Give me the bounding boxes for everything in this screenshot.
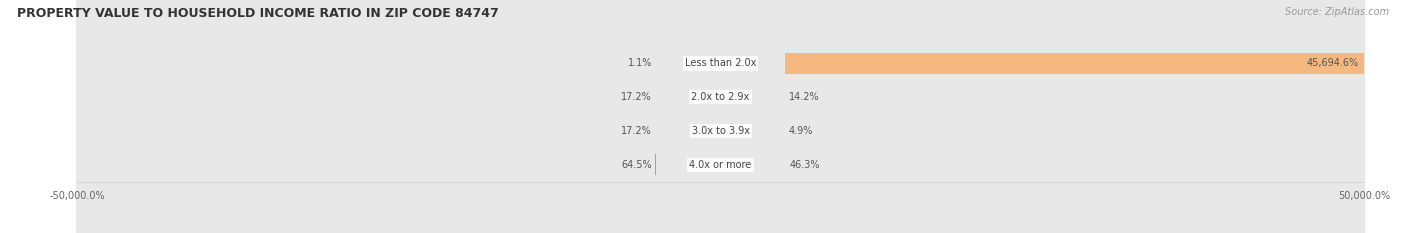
Text: 17.2%: 17.2%: [621, 92, 652, 102]
Text: Less than 2.0x: Less than 2.0x: [685, 58, 756, 69]
Text: 4.0x or more: 4.0x or more: [689, 160, 752, 170]
Text: 1.1%: 1.1%: [628, 58, 652, 69]
Text: 64.5%: 64.5%: [621, 160, 651, 170]
Text: Source: ZipAtlas.com: Source: ZipAtlas.com: [1285, 7, 1389, 17]
Text: 3.0x to 3.9x: 3.0x to 3.9x: [692, 126, 749, 136]
Text: 17.2%: 17.2%: [621, 126, 652, 136]
Text: 4.9%: 4.9%: [789, 126, 813, 136]
FancyBboxPatch shape: [76, 0, 1365, 233]
Bar: [785, 53, 1372, 74]
FancyBboxPatch shape: [76, 0, 1365, 233]
Text: 2.0x to 2.9x: 2.0x to 2.9x: [692, 92, 749, 102]
Text: PROPERTY VALUE TO HOUSEHOLD INCOME RATIO IN ZIP CODE 84747: PROPERTY VALUE TO HOUSEHOLD INCOME RATIO…: [17, 7, 499, 20]
Text: 46.3%: 46.3%: [789, 160, 820, 170]
Text: 14.2%: 14.2%: [789, 92, 820, 102]
FancyBboxPatch shape: [76, 0, 1365, 233]
Text: 45,694.6%: 45,694.6%: [1306, 58, 1358, 69]
FancyBboxPatch shape: [76, 0, 1365, 233]
